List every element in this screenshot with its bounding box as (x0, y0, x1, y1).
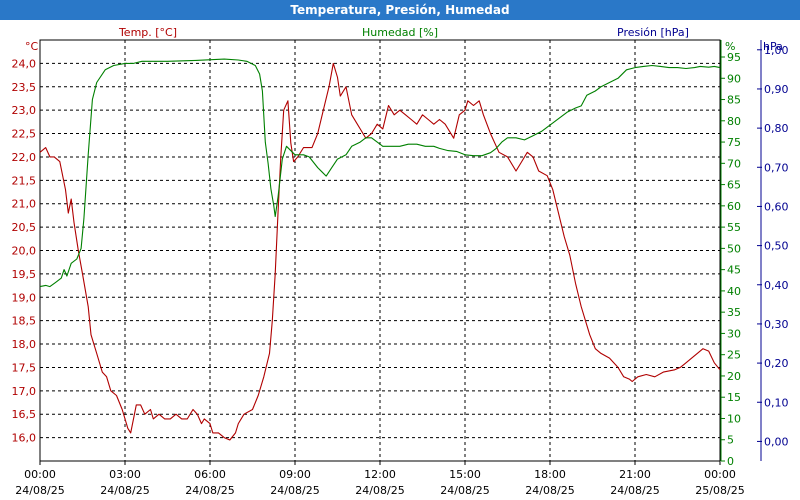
temp-tick-label: 17,0 (12, 385, 37, 398)
hum-tick-label: 80 (727, 115, 741, 128)
hum-series-label: Humedad [%] (362, 26, 438, 39)
hum-tick-label: 90 (727, 72, 741, 85)
pres-tick-label: 0,00 (764, 435, 789, 448)
hum-series-line (39, 58, 721, 288)
hum-tick-label: 50 (727, 242, 741, 255)
axis-labels: °C Temp. [°C] Humedad [%] Presión [hPa] … (25, 26, 783, 53)
temp-tick-label: 19,5 (12, 268, 37, 281)
hum-tick-label: 30 (727, 327, 741, 340)
axes: 16,0 16,5 17,0 17,5 18,0 18,5 19,0 19,5 20,0 20,5… (12, 40, 789, 497)
hum-tick-label: 75 (727, 136, 741, 149)
x-tick-date: 24/08/25 (185, 484, 234, 497)
x-tick-time: 18:00 (534, 468, 566, 481)
hum-tick-label: 10 (727, 412, 741, 425)
temp-tick-label: 20,5 (12, 221, 37, 234)
pres-tick-label: 0,50 (764, 240, 789, 253)
temp-tick-label: 22,0 (12, 151, 37, 164)
hum-tick-label: 85 (727, 94, 741, 107)
x-tick-time: 06:00 (194, 468, 226, 481)
temp-tick-label: 18,5 (12, 315, 37, 328)
grid (40, 40, 720, 461)
pres-tick-label: 0,80 (764, 122, 789, 135)
pres-series-label: Presión [hPa] (617, 26, 689, 39)
x-tick-time: 21:00 (619, 468, 651, 481)
hum-tick-label: 55 (727, 221, 741, 234)
x-tick-time: 00:00 (704, 468, 736, 481)
pres-tick-label: 0,40 (764, 279, 789, 292)
pres-tick-label: 0,70 (764, 161, 789, 174)
temp-tick-label: 18,0 (12, 338, 37, 351)
x-tick-date: 24/08/25 (525, 484, 574, 497)
x-tick-date: 24/08/25 (15, 484, 64, 497)
hum-tick-label: 20 (727, 370, 741, 383)
x-tick-date: 24/08/25 (270, 484, 319, 497)
hum-tick-label: 5 (727, 434, 734, 447)
x-tick-time: 15:00 (449, 468, 481, 481)
x-tick-date: 24/08/25 (610, 484, 659, 497)
hum-tick-label: 15 (727, 391, 741, 404)
hum-tick-label: 35 (727, 306, 741, 319)
pres-tick-label: 0,60 (764, 200, 789, 213)
temp-tick-label: 21,5 (12, 174, 37, 187)
hum-unit-label: % (725, 40, 735, 53)
x-tick-date: 24/08/25 (440, 484, 489, 497)
x-tick-time: 09:00 (279, 468, 311, 481)
temp-tick-label: 16,5 (12, 408, 37, 421)
temp-tick-label: 22,5 (12, 128, 37, 141)
window-title: Temperatura, Presión, Humedad (0, 0, 800, 20)
x-tick-time: 00:00 (24, 468, 56, 481)
temp-tick-label: 16,0 (12, 432, 37, 445)
hum-tick-label: 25 (727, 349, 741, 362)
x-tick-time: 03:00 (109, 468, 141, 481)
hum-tick-label: 95 (727, 51, 741, 64)
hum-tick-label: 40 (727, 285, 741, 298)
temp-tick-label: 21,0 (12, 198, 37, 211)
x-tick-date: 25/08/25 (695, 484, 744, 497)
hum-tick-label: 60 (727, 200, 741, 213)
temp-series-label: Temp. [°C] (118, 26, 177, 39)
temp-tick-label: 20,0 (12, 245, 37, 258)
hum-tick-label: 65 (727, 179, 741, 192)
pres-tick-label: 0,30 (764, 318, 789, 331)
chart-background (0, 20, 800, 500)
temp-series-line (39, 62, 721, 441)
hum-tick-label: 0 (727, 455, 734, 468)
x-tick-date: 24/08/25 (100, 484, 149, 497)
temp-tick-label: 23,5 (12, 81, 37, 94)
hum-tick-label: 70 (727, 157, 741, 170)
pres-tick-label: 0,20 (764, 357, 789, 370)
temp-tick-label: 24,0 (12, 57, 37, 70)
temp-tick-label: 23,0 (12, 104, 37, 117)
temp-tick-label: 17,5 (12, 361, 37, 374)
pres-tick-label: 0,90 (764, 83, 789, 96)
chart-plot: 16,0 16,5 17,0 17,5 18,0 18,5 19,0 19,5 20,0 20,5… (0, 20, 800, 500)
x-tick-time: 12:00 (364, 468, 396, 481)
series-lines (39, 58, 721, 441)
pres-unit-label: hPa (763, 40, 783, 53)
pres-tick-label: 0,10 (764, 396, 789, 409)
temp-tick-label: 19,0 (12, 291, 37, 304)
x-tick-date: 24/08/25 (355, 484, 404, 497)
hum-tick-label: 45 (727, 264, 741, 277)
pres-tick-label: 1,00 (764, 44, 789, 57)
temp-unit-label: °C (25, 40, 39, 53)
